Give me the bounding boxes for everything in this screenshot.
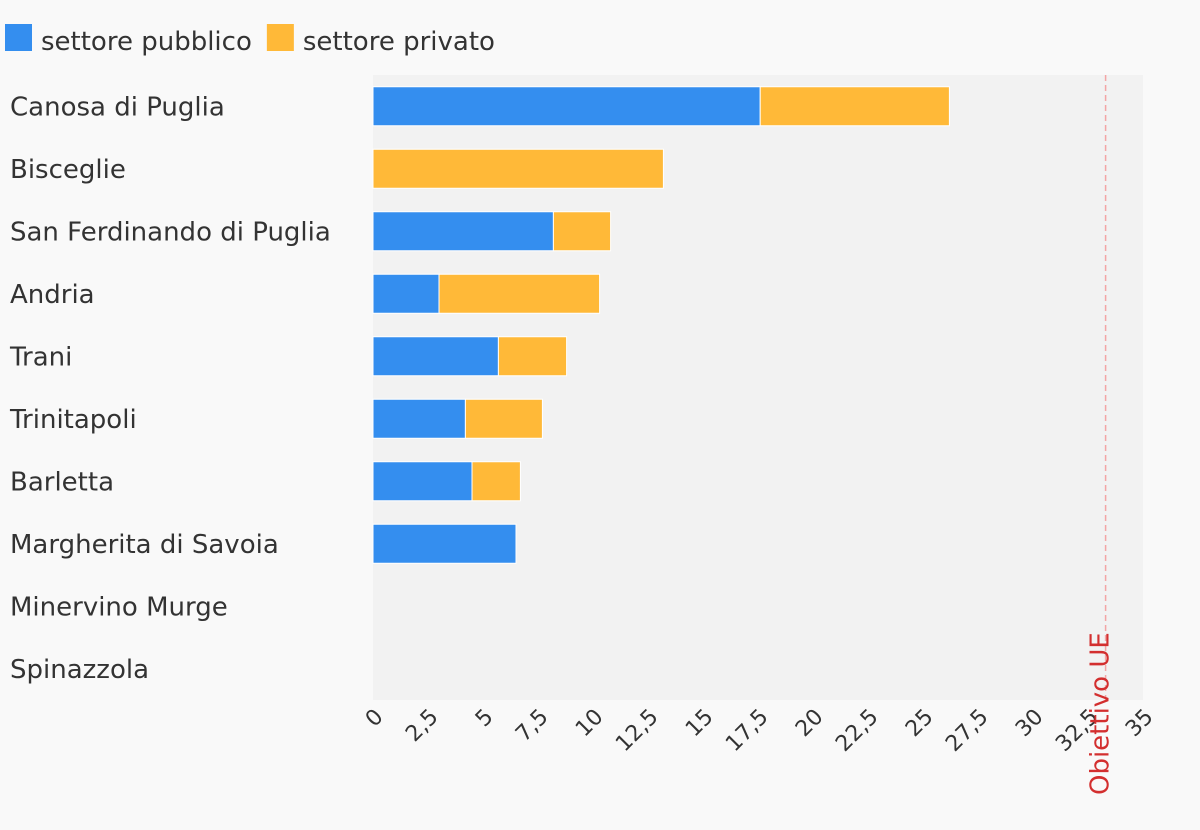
- bar-6-0: [372, 461, 473, 502]
- bar-0-1: [759, 86, 950, 127]
- legend-label-1: settore privato: [303, 27, 495, 57]
- bar-5-0: [372, 398, 466, 439]
- category-label-8: Minervino Murge: [10, 592, 228, 622]
- bar-4-0: [372, 336, 499, 377]
- bar-5-1: [464, 398, 543, 439]
- category-label-7: Margherita di Savoia: [10, 530, 279, 560]
- x-tick-label-3: 7,5: [511, 705, 553, 747]
- x-tick-label-0: 0: [361, 705, 389, 733]
- bar-1-1: [372, 148, 664, 189]
- reference-line-group: Obiettivo UE: [1086, 75, 1116, 795]
- bar-3-0: [372, 273, 440, 314]
- bar-4-1: [497, 336, 568, 377]
- bar-6-1: [471, 461, 521, 502]
- legend-swatch-1: [266, 24, 294, 51]
- x-axis-ticks: 0 2,5 5 7,5 10 12,5 15 17,5 20 22,5 25 27,5 30 32,5 35: [361, 705, 1159, 757]
- category-label-0: Canosa di Puglia: [10, 92, 225, 122]
- bar-7-0: [372, 523, 517, 564]
- x-tick-label-6: 15: [681, 705, 718, 742]
- x-tick-label-11: 27,5: [941, 705, 993, 757]
- x-tick-label-12: 30: [1011, 705, 1048, 742]
- bar-3-1: [438, 273, 601, 314]
- category-label-4: Trani: [9, 342, 72, 372]
- category-label-6: Barletta: [10, 467, 114, 497]
- x-tick-label-4: 10: [571, 705, 608, 742]
- x-tick-label-8: 20: [791, 705, 828, 742]
- category-label-1: Bisceglie: [10, 155, 126, 185]
- reference-line-label: Obiettivo UE: [1086, 632, 1116, 795]
- x-tick-label-14: 35: [1121, 705, 1158, 742]
- bar-2-0: [372, 211, 554, 252]
- x-tick-label-10: 25: [901, 705, 938, 742]
- x-tick-label-2: 5: [471, 705, 499, 733]
- legend: settore pubblico settore privato: [5, 24, 495, 57]
- category-label-5: Trinitapoli: [9, 405, 137, 435]
- x-tick-label-1: 2,5: [401, 705, 443, 747]
- bar-2-1: [552, 211, 612, 252]
- bar-0-0: [372, 86, 761, 127]
- category-labels: Canosa di Puglia Bisceglie San Ferdinando …: [9, 92, 331, 685]
- category-label-3: Andria: [10, 280, 95, 310]
- legend-swatch-0: [5, 24, 32, 51]
- category-label-2: San Ferdinando di Puglia: [10, 217, 331, 247]
- bars: [372, 86, 950, 564]
- x-tick-label-5: 12,5: [611, 705, 663, 757]
- category-label-9: Spinazzola: [10, 655, 149, 685]
- legend-label-0: settore pubblico: [41, 27, 252, 57]
- x-tick-label-9: 22,5: [831, 705, 883, 757]
- x-tick-label-7: 17,5: [721, 705, 773, 757]
